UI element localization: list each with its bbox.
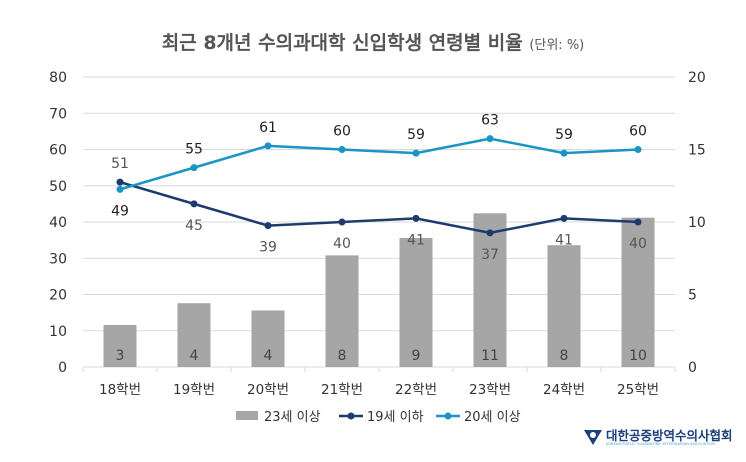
data-point xyxy=(412,149,420,157)
data-point xyxy=(338,146,346,153)
title-unit: (단위: %) xyxy=(529,38,585,53)
left-tick-label: 10 xyxy=(49,324,67,340)
chart-title: 최근 8개년 수의과대학 신입학생 연령별 비율 (단위: %) xyxy=(0,28,746,55)
category-label: 23학번 xyxy=(469,382,511,398)
bar-label: 9 xyxy=(412,348,421,364)
category-label: 21학번 xyxy=(321,382,363,398)
data-label: 40 xyxy=(333,236,351,252)
category-label: 18학번 xyxy=(99,382,141,398)
data-label: 45 xyxy=(185,218,203,234)
bar-label: 8 xyxy=(338,348,347,364)
bar-label: 8 xyxy=(560,348,569,364)
data-point xyxy=(264,142,272,150)
bar-label: 10 xyxy=(629,348,647,364)
bar xyxy=(177,303,211,367)
category-label: 19학번 xyxy=(173,382,215,398)
right-tick-label: 0 xyxy=(688,360,697,376)
data-label: 55 xyxy=(185,142,203,158)
legend-label: 19세 이하 xyxy=(367,410,424,425)
left-tick-label: 80 xyxy=(49,70,67,86)
data-label: 61 xyxy=(259,120,277,136)
data-point xyxy=(116,185,124,193)
category-label: 24학번 xyxy=(543,382,585,398)
category-label: 22학번 xyxy=(395,382,437,398)
data-label: 49 xyxy=(111,203,129,219)
category-label: 25학번 xyxy=(617,382,659,398)
left-tick-label: 20 xyxy=(49,288,67,304)
bar-label: 4 xyxy=(264,348,273,364)
data-label: 63 xyxy=(481,113,499,129)
data-label: 39 xyxy=(259,240,277,256)
left-tick-label: 40 xyxy=(49,215,67,231)
bar xyxy=(103,324,137,367)
data-point xyxy=(264,222,272,230)
data-label: 59 xyxy=(407,127,425,143)
title-main: 최근 8개년 수의과대학 신입학생 연령별 비율 xyxy=(161,32,523,54)
logo-sub: KOREAN PUBLIC QUARANTINE VETERINARIAN AS… xyxy=(606,441,716,446)
left-tick-label: 60 xyxy=(49,143,67,159)
bar xyxy=(399,237,433,367)
data-label: 60 xyxy=(333,124,351,140)
data-point xyxy=(338,218,346,226)
data-label: 41 xyxy=(555,232,573,248)
category-label: 20학번 xyxy=(247,382,289,398)
data-point xyxy=(190,164,198,172)
legend-marker xyxy=(347,412,355,420)
series-line xyxy=(119,180,639,235)
bar xyxy=(621,217,655,367)
bar xyxy=(547,245,581,367)
bar-label: 3 xyxy=(116,348,125,364)
data-label: 37 xyxy=(481,247,499,263)
data-point xyxy=(116,178,124,186)
left-tick-label: 70 xyxy=(49,106,67,122)
data-point xyxy=(560,149,568,157)
logo-shield-icon xyxy=(584,430,602,445)
logo-name: 대한공중방역수의사협회 xyxy=(606,427,733,443)
data-point xyxy=(486,229,494,237)
legend-swatch xyxy=(236,411,258,420)
right-tick-label: 15 xyxy=(688,143,706,159)
data-point xyxy=(412,214,420,222)
right-tick-label: 10 xyxy=(688,215,706,231)
data-label: 60 xyxy=(629,124,647,140)
data-label: 40 xyxy=(629,236,647,252)
right-tick-label: 20 xyxy=(688,70,706,86)
data-point xyxy=(560,214,568,222)
left-tick-label: 50 xyxy=(49,179,67,195)
series-line xyxy=(119,137,639,191)
legend-label: 23세 이상 xyxy=(264,410,321,425)
data-point xyxy=(190,200,198,208)
data-label: 41 xyxy=(407,232,425,248)
bar xyxy=(251,310,285,367)
bar-label: 4 xyxy=(190,348,199,364)
left-tick-label: 30 xyxy=(49,251,67,267)
data-point xyxy=(486,135,494,143)
legend-label: 20세 이상 xyxy=(464,410,521,425)
right-tick-label: 5 xyxy=(688,288,697,304)
legend-marker xyxy=(444,412,452,420)
left-tick-label: 0 xyxy=(58,360,67,376)
bar-label: 11 xyxy=(481,348,499,364)
logo: 대한공중방역수의사협회 KOREAN PUBLIC QUARANTINE VETE… xyxy=(583,428,733,446)
bar xyxy=(325,255,359,367)
bar xyxy=(473,213,507,367)
data-point xyxy=(634,218,642,226)
data-label: 51 xyxy=(111,156,129,172)
data-label: 59 xyxy=(555,127,573,143)
data-point xyxy=(634,146,642,153)
